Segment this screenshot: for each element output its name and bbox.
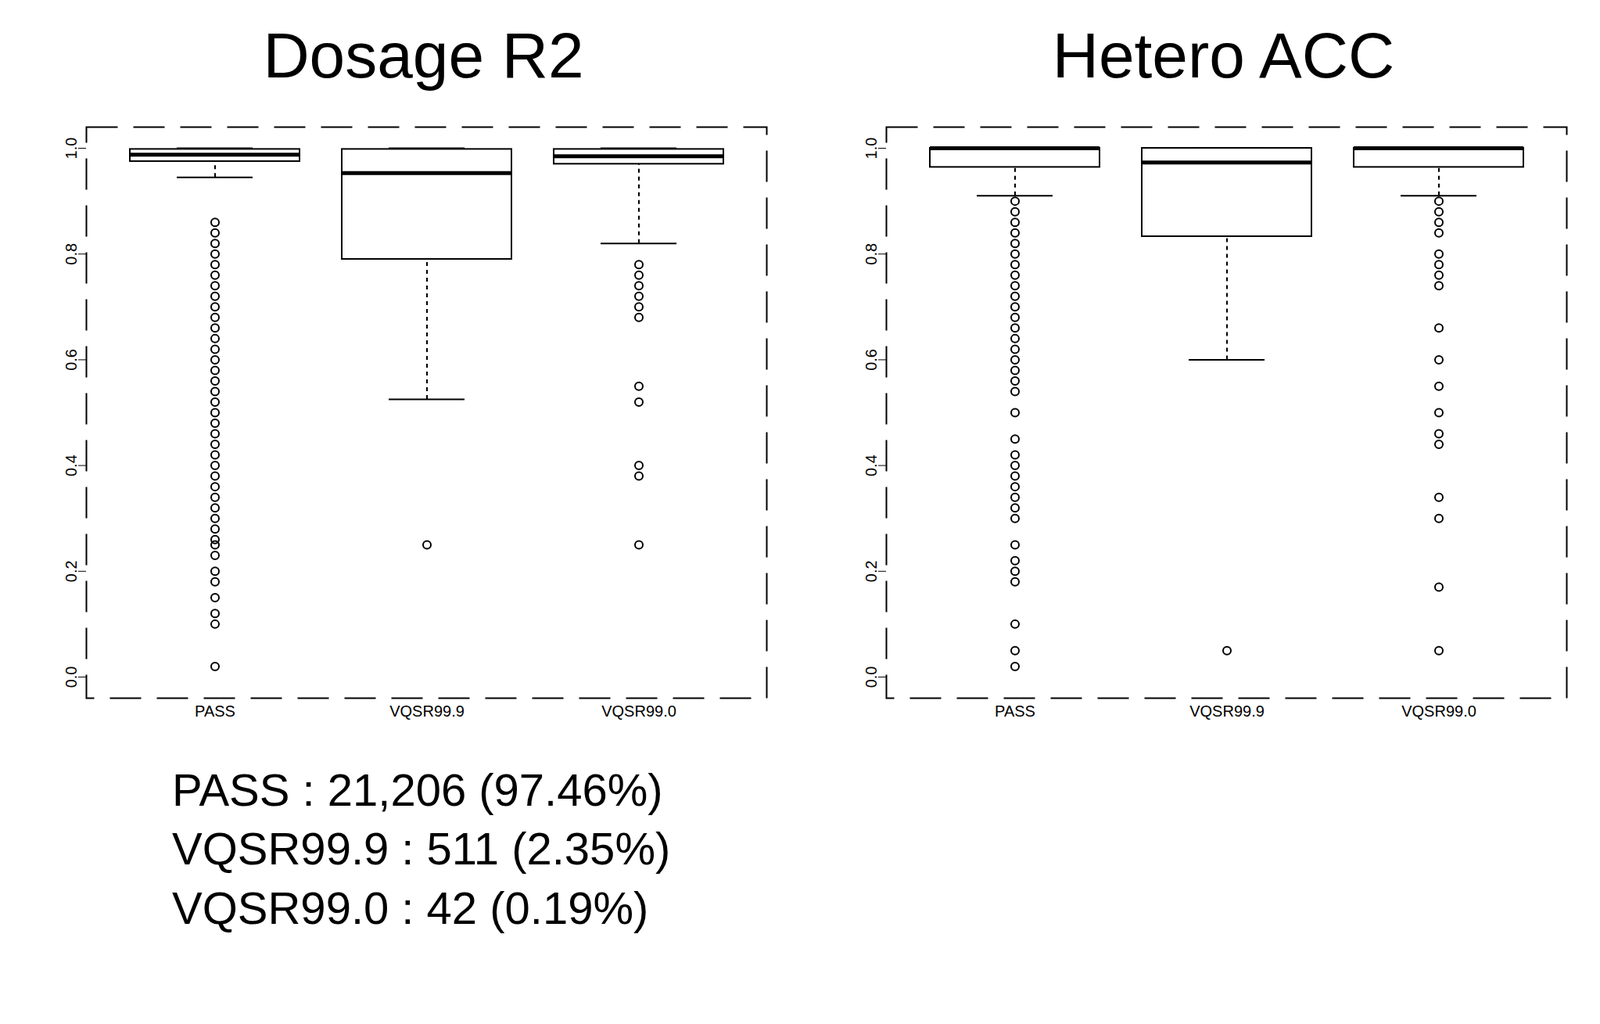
svg-text:VQSR99.0: VQSR99.0 [1401,702,1477,720]
svg-text:0.0: 0.0 [862,666,880,689]
svg-text:1.0: 1.0 [862,137,880,160]
svg-text:0.4: 0.4 [862,454,880,477]
html-text:Hetero ACC: Hetero ACC [1052,19,1395,91]
svg-text:VQSR99.9: VQSR99.9 [389,702,465,720]
html-text:VQSR99.9 : 511 (2.35%): VQSR99.9 : 511 (2.35%) [172,822,671,874]
svg-text:0.6: 0.6 [62,348,80,371]
svg-text:VQSR99.9: VQSR99.9 [1189,702,1265,720]
svg-text:0.2: 0.2 [862,559,880,582]
svg-text:PASS: PASS [994,702,1036,720]
svg-text:0.0: 0.0 [62,666,80,689]
html-text:PASS : 21,206 (97.46%): PASS : 21,206 (97.46%) [172,764,663,815]
svg-text:1.0: 1.0 [62,137,80,160]
html-text:Dosage R2: Dosage R2 [263,19,584,91]
svg-text:0.8: 0.8 [62,243,80,266]
svg-text:VQSR99.0: VQSR99.0 [601,702,677,720]
svg-text:0.8: 0.8 [862,243,880,266]
svg-text:PASS: PASS [194,702,236,720]
svg-text:0.4: 0.4 [62,454,80,477]
html-text:VQSR99.0 : 42 (0.19%): VQSR99.0 : 42 (0.19%) [172,881,649,933]
svg-text:0.6: 0.6 [862,348,880,371]
svg-text:0.2: 0.2 [62,559,80,582]
